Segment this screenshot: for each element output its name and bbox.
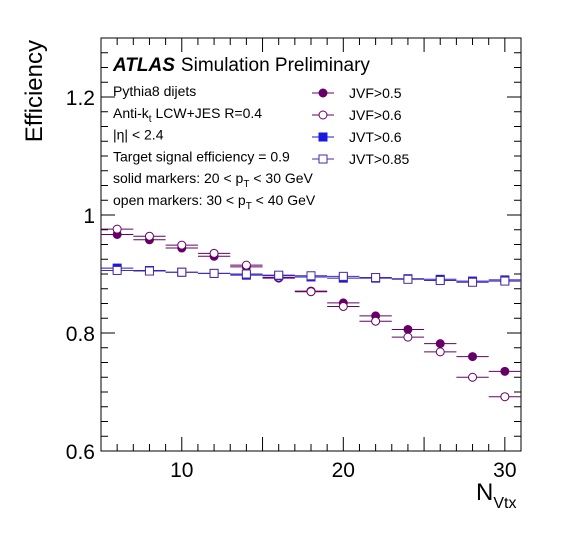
data-point [112, 265, 122, 275]
legend-label: JVT>0.85 [349, 151, 410, 167]
data-point [403, 274, 413, 284]
legend-entry: JVF>0.5 [312, 85, 402, 101]
annotation-line: |η| < 2.4 [113, 127, 164, 143]
annotation-line: Pythia8 dijets [113, 83, 196, 99]
y-tick-label: 0.8 [66, 323, 95, 346]
data-point [306, 271, 316, 281]
axis-ticks: 10 20 30 0.6 0.8 1 1.2 [66, 37, 522, 482]
x-tick-label: 20 [332, 459, 355, 482]
legend-marker [318, 132, 328, 142]
data-point [468, 372, 478, 382]
data-point [306, 287, 316, 297]
data-point [144, 231, 154, 241]
data-point [468, 352, 478, 362]
data-point [338, 271, 348, 281]
data-point [500, 366, 510, 376]
data-point [371, 316, 381, 326]
data-point [435, 275, 445, 285]
legend-label: JVF>0.6 [349, 107, 402, 123]
data-point [500, 276, 510, 286]
y-axis-title: Efficiency [21, 40, 48, 142]
annotation-line: open markers: 30 < pT < 40 GeV [113, 192, 316, 212]
data-point [241, 269, 251, 279]
data-point [209, 248, 219, 258]
legend-marker [318, 88, 328, 98]
legend-label: JVF>0.5 [349, 85, 402, 101]
series-layer [101, 224, 521, 402]
data-point [435, 347, 445, 357]
data-point [371, 273, 381, 283]
legend-marker [318, 154, 328, 164]
annotations: Pythia8 dijets Anti-kt LCW+JES R=0.4 |η| <… [113, 83, 316, 212]
legend-entry: JVT>0.6 [312, 129, 402, 145]
plot-frame [100, 37, 522, 452]
data-point [241, 260, 251, 270]
data-point [435, 339, 445, 349]
annotation-line: Target signal efficiency = 0.9 [113, 148, 290, 164]
data-point [403, 332, 413, 342]
x-axis-title: NVtx [476, 479, 516, 512]
y-tick-label: 0.6 [66, 441, 95, 464]
data-point [468, 277, 478, 287]
data-point [500, 392, 510, 402]
annotation-line: Anti-kt LCW+JES R=0.4 [113, 105, 262, 125]
series-jvf-0-6 [101, 224, 521, 402]
legend-entry: JVF>0.6 [312, 107, 402, 123]
data-point [177, 267, 187, 277]
legend: JVF>0.5 JVF>0.6 JVT>0.6 JVT>0.85 [312, 85, 410, 167]
legend-label: JVT>0.6 [349, 129, 402, 145]
data-point [177, 240, 187, 250]
data-point [338, 301, 348, 311]
x-tick-label: 10 [170, 459, 193, 482]
y-tick-label: 1.2 [66, 87, 95, 110]
y-tick-label: 1 [83, 205, 95, 228]
legend-marker [318, 110, 328, 120]
data-point [112, 224, 122, 234]
atlas-label: ATLAS Simulation Preliminary [112, 55, 370, 76]
series-jvf-0-5 [101, 229, 521, 376]
data-point [209, 268, 219, 278]
data-point [144, 266, 154, 276]
series-jvt-0-85 [101, 265, 521, 287]
annotation-line: solid markers: 20 < pT < 30 GeV [113, 170, 314, 190]
x-tick-label: 30 [493, 459, 516, 482]
data-point [274, 270, 284, 280]
data-point [403, 324, 413, 334]
legend-entry: JVT>0.85 [312, 151, 410, 167]
